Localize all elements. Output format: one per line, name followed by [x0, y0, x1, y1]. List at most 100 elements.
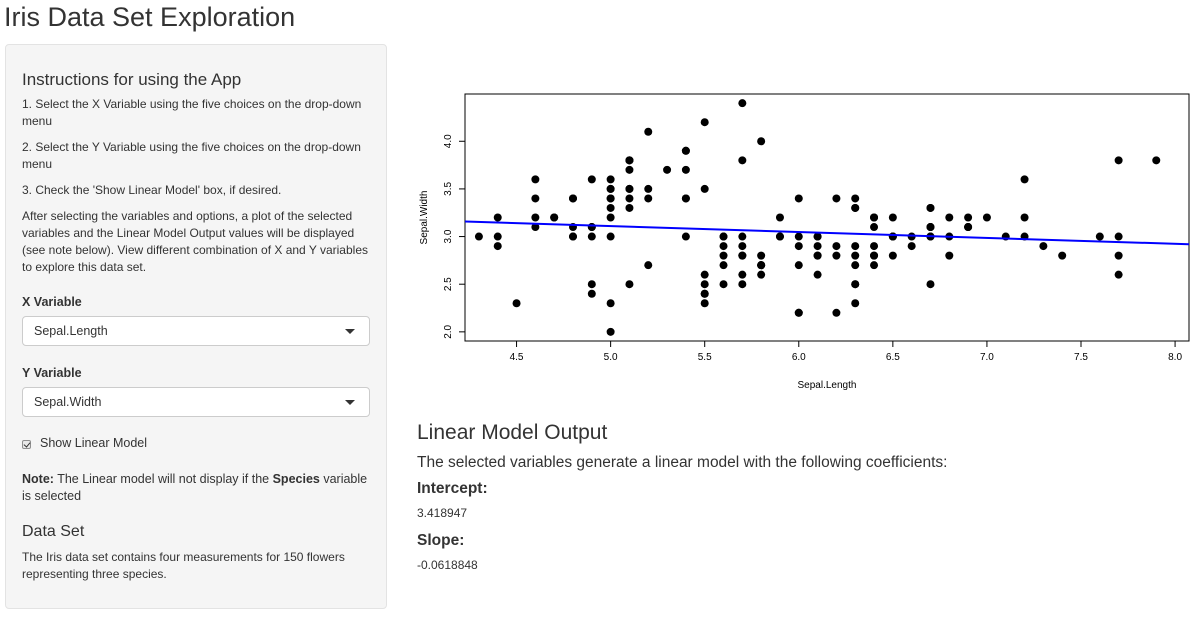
x-variable-select[interactable]: Sepal.Length	[22, 316, 370, 346]
data-point	[606, 203, 615, 212]
data-point	[625, 184, 634, 193]
data-point	[870, 242, 879, 251]
data-point	[606, 194, 615, 203]
data-point	[700, 289, 709, 298]
data-point	[757, 137, 766, 146]
data-point	[794, 308, 803, 317]
data-point	[493, 213, 502, 222]
y-tick-label: 2.0	[443, 324, 454, 338]
data-point	[606, 232, 615, 241]
data-point	[794, 194, 803, 203]
dataset-description: The Iris data set contains four measurem…	[22, 550, 345, 581]
data-point	[587, 289, 596, 298]
data-point	[700, 270, 709, 279]
data-point	[888, 232, 897, 241]
data-point	[719, 251, 728, 260]
data-point	[851, 242, 860, 251]
linear-model-title: Linear Model Output	[417, 421, 608, 444]
data-point	[870, 223, 879, 232]
x-tick-label: 5.5	[698, 352, 712, 363]
data-point	[550, 213, 559, 222]
data-point	[1152, 156, 1161, 165]
data-point	[851, 203, 860, 212]
x-tick-label: 4.5	[510, 352, 524, 363]
y-tick-label: 2.5	[443, 277, 454, 291]
caret-down-icon	[345, 400, 355, 405]
y-variable-value: Sepal.Width	[34, 395, 102, 409]
data-point	[926, 223, 935, 232]
data-point	[738, 280, 747, 289]
intercept-value: 3.418947	[417, 506, 468, 520]
data-point	[775, 213, 784, 222]
data-point	[888, 213, 897, 222]
data-point	[907, 242, 916, 251]
data-point	[813, 242, 822, 251]
data-point	[644, 194, 653, 203]
x-variable-value: Sepal.Length	[34, 324, 108, 338]
data-point	[832, 242, 841, 251]
sidebar-panel: Instructions for using the App 1. Select…	[5, 44, 387, 609]
data-point	[832, 308, 841, 317]
data-point	[606, 213, 615, 222]
instruction-step-2: 2. Select the Y Variable using the five …	[22, 140, 361, 171]
data-point	[606, 327, 615, 336]
show-linear-model-checkbox[interactable]	[22, 440, 31, 449]
data-point	[851, 299, 860, 308]
instructions-title: Instructions for using the App	[22, 70, 242, 89]
data-point	[1058, 251, 1067, 260]
x-tick-label: 6.5	[886, 352, 900, 363]
data-point	[625, 194, 634, 203]
data-point	[587, 232, 596, 241]
instruction-step-3: 3. Check the 'Show Linear Model' box, if…	[22, 183, 282, 197]
show-linear-model-label[interactable]: Show Linear Model	[40, 436, 148, 450]
check-icon	[23, 440, 31, 448]
data-point	[851, 194, 860, 203]
x-variable-label: X Variable	[22, 295, 82, 309]
data-point	[719, 261, 728, 270]
data-point	[1020, 175, 1029, 184]
y-variable-label: Y Variable	[22, 366, 82, 380]
plot-frame	[464, 93, 1190, 342]
linear-model-description: The selected variables generate a linear…	[417, 454, 948, 471]
data-point	[1114, 270, 1123, 279]
data-point	[738, 270, 747, 279]
species-note: Note: The Linear model will not display …	[22, 471, 377, 505]
y-tick-label: 3.0	[443, 229, 454, 243]
caret-down-icon	[345, 329, 355, 334]
y-tick-label: 4.0	[443, 134, 454, 148]
data-point	[493, 242, 502, 251]
data-point	[700, 299, 709, 308]
data-point	[587, 223, 596, 232]
data-point	[1020, 213, 1029, 222]
data-point	[1114, 232, 1123, 241]
data-point	[568, 232, 577, 241]
app-title: Iris Data Set Exploration	[4, 2, 296, 32]
data-point	[700, 280, 709, 289]
data-point	[568, 194, 577, 203]
data-point	[644, 261, 653, 270]
data-point	[794, 242, 803, 251]
data-point	[1114, 156, 1123, 165]
data-point	[663, 165, 672, 174]
data-point	[851, 251, 860, 260]
data-point	[813, 232, 822, 241]
data-point	[870, 251, 879, 260]
data-point	[719, 232, 728, 241]
data-point	[606, 184, 615, 193]
data-point	[851, 261, 860, 270]
data-point	[587, 175, 596, 184]
data-point	[474, 232, 483, 241]
data-point	[738, 251, 747, 260]
data-point	[832, 194, 841, 203]
data-point	[531, 194, 540, 203]
data-point	[531, 223, 540, 232]
data-point	[1095, 232, 1104, 241]
y-variable-select[interactable]: Sepal.Width	[22, 387, 370, 417]
data-point	[1039, 242, 1048, 251]
data-point	[945, 213, 954, 222]
data-point	[813, 270, 822, 279]
x-tick-label: 6.0	[792, 352, 806, 363]
intercept-label: Intercept:	[417, 480, 488, 497]
instructions-paragraph: After selecting the variables and option…	[22, 209, 368, 274]
data-point	[757, 261, 766, 270]
